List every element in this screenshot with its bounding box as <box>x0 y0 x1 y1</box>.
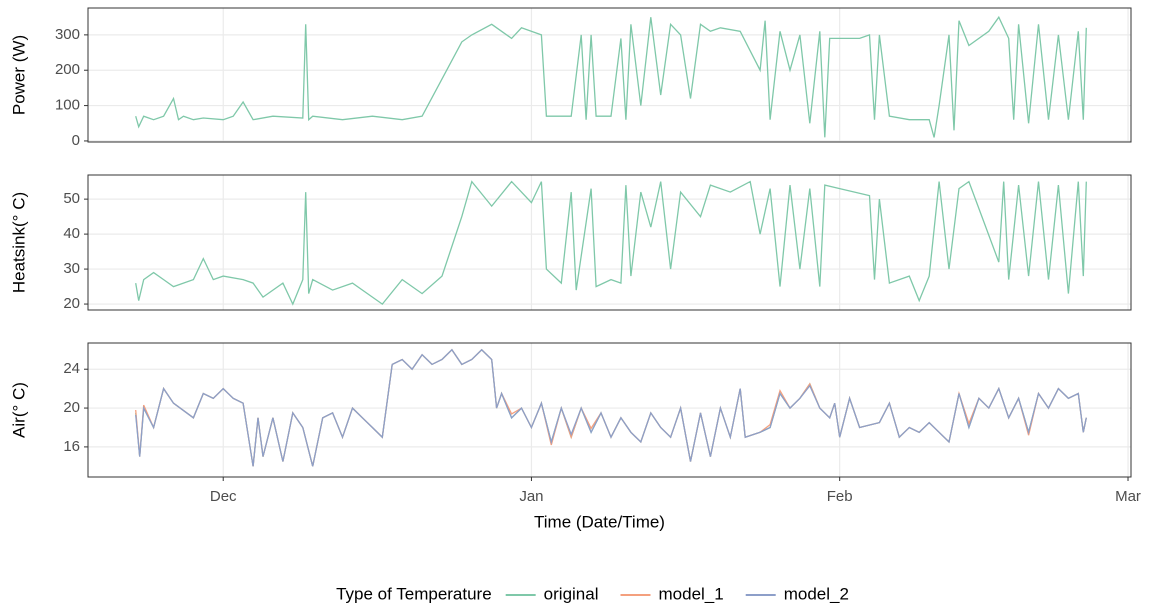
series-line <box>135 15 1087 138</box>
x-tick-label: Mar <box>1115 488 1141 505</box>
x-tick-label: Jan <box>519 488 543 505</box>
y-tick-label: 300 <box>55 26 80 43</box>
legend-title: Type of Temperature <box>336 584 492 603</box>
y-tick-label: 50 <box>63 190 80 207</box>
y-tick-label: 100 <box>55 97 80 114</box>
y-axis-title: Power (W) <box>9 35 28 115</box>
panel-background <box>88 175 1131 310</box>
y-tick-label: 20 <box>63 295 80 312</box>
y-tick-label: 200 <box>55 61 80 78</box>
legend-label: original <box>544 584 599 603</box>
x-tick-label: Feb <box>827 488 853 505</box>
y-tick-label: 30 <box>63 260 80 277</box>
legend: Type of Temperature original model_1 model_… <box>336 584 849 603</box>
legend-label: model_1 <box>658 584 723 603</box>
panel-border <box>87 342 1132 478</box>
y-tick-label: 20 <box>63 399 80 416</box>
y-tick-label: 16 <box>63 438 80 455</box>
series-line <box>135 180 1087 306</box>
panel-background <box>88 8 1131 142</box>
panel-border <box>87 174 1132 311</box>
legend-label: model_2 <box>784 584 849 603</box>
panel-background <box>88 343 1131 477</box>
y-tick-label: 0 <box>72 132 80 149</box>
y-tick-label: 40 <box>63 225 80 242</box>
panel-border <box>87 7 1132 143</box>
x-axis-title: Time (Date/Time) <box>534 512 665 531</box>
y-axis-title: Heatsink(° C) <box>9 192 28 293</box>
y-tick-label: 24 <box>63 360 80 377</box>
x-tick-label: Dec <box>210 488 237 505</box>
series-line <box>135 348 1087 467</box>
y-axis-title: Air(° C) <box>9 382 28 438</box>
